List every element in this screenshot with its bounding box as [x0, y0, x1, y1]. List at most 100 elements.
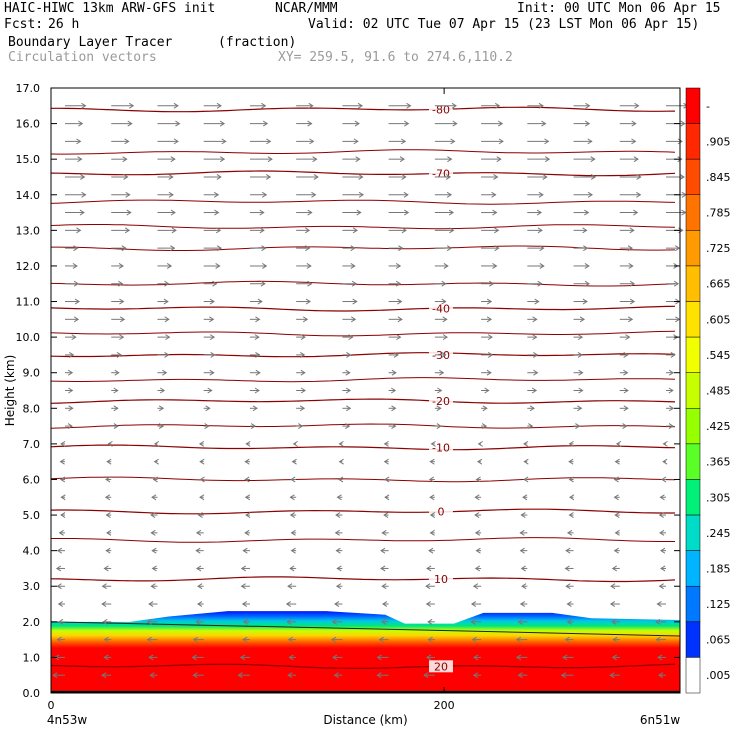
- circulation-vector-head: [168, 191, 174, 198]
- circulation-vector-head: [494, 227, 500, 234]
- circulation-vector-head: [58, 618, 64, 625]
- terrain-line: [51, 690, 680, 693]
- circulation-vector-head: [73, 316, 80, 323]
- circulation-vector-head: [59, 476, 66, 483]
- circulation-vector-head: [300, 351, 306, 358]
- y-tick-label: 3.0: [23, 580, 41, 593]
- circulation-vector-head: [355, 156, 361, 163]
- circulation-vector-head: [519, 547, 525, 554]
- colorbar-label: .425: [706, 420, 731, 433]
- x-start-location: 4n53w: [47, 713, 88, 727]
- circulation-vector-head: [482, 405, 488, 412]
- circulation-vector-head: [60, 494, 66, 501]
- circulation-vector-head: [76, 227, 82, 234]
- circulation-vector-head: [397, 316, 403, 323]
- circulation-vector-head: [582, 227, 588, 234]
- circulation-vector-head: [497, 120, 504, 127]
- circulation-vector-head: [528, 423, 534, 430]
- circulation-vector-head: [612, 636, 618, 643]
- circulation-vector-head: [71, 334, 77, 341]
- y-tick-label: 0.0: [23, 687, 41, 700]
- plot-frame: [50, 87, 681, 694]
- circulation-vector-head: [520, 565, 526, 572]
- circulation-vector-head: [565, 583, 571, 590]
- circulation-vector-head: [629, 298, 636, 305]
- circulation-vector-head: [164, 316, 170, 323]
- colorbar-label: .065: [706, 634, 731, 647]
- circulation-vector-head: [358, 174, 364, 180]
- circulation-vector-head: [383, 512, 389, 518]
- circulation-vector-head: [578, 387, 584, 394]
- circulation-vector-head: [395, 263, 402, 269]
- circulation-vector-head: [68, 405, 74, 412]
- colorbar-segment: [685, 194, 701, 231]
- circulation-vector-head: [614, 458, 620, 465]
- circulation-vector-head: [470, 601, 477, 607]
- circulation-vector-head: [101, 672, 107, 679]
- circulation-vector-head: [400, 138, 407, 145]
- temperature-contour: [50, 444, 676, 451]
- circulation-vector-head: [56, 636, 62, 643]
- circulation-vector-head: [529, 405, 535, 412]
- circulation-vector-head: [656, 601, 662, 607]
- circulation-vector-head: [255, 369, 261, 376]
- contour-label: 10: [434, 573, 448, 586]
- circulation-vector-head: [158, 423, 165, 430]
- circulation-vector-head: [146, 636, 152, 643]
- y-tick-label: 7.0: [23, 438, 41, 451]
- circulation-vector-head: [681, 209, 687, 216]
- circulation-vector-head: [252, 405, 258, 412]
- circulation-vector-head: [309, 138, 315, 145]
- circulation-vector-head: [197, 512, 203, 518]
- circulation-vector-head: [584, 209, 590, 216]
- circulation-vector-head: [476, 458, 483, 465]
- circulation-vector-head: [113, 387, 119, 394]
- circulation-vector-head: [352, 298, 358, 305]
- circulation-vector-head: [627, 316, 634, 323]
- circulation-vector-head: [636, 191, 642, 198]
- circulation-vector-head: [425, 601, 431, 607]
- circulation-vector-head: [544, 138, 550, 145]
- circulation-vector-head: [207, 387, 213, 394]
- circulation-vector-head: [333, 672, 339, 679]
- circulation-vector-head: [584, 120, 591, 127]
- circulation-vector-head: [216, 102, 222, 109]
- circulation-vector-head: [338, 440, 344, 447]
- circulation-vector-head: [244, 458, 250, 465]
- temperature-contour: [50, 508, 675, 515]
- circulation-vector-head: [590, 174, 597, 180]
- circulation-vector-head: [566, 601, 572, 607]
- circulation-vector-head: [393, 351, 399, 358]
- circulation-vector-head: [106, 529, 112, 536]
- circulation-vector-head: [668, 405, 675, 412]
- tracer-field: [51, 611, 680, 693]
- circulation-vector-head: [391, 423, 397, 430]
- y-tick-label: 5.0: [23, 509, 41, 522]
- circulation-vector-head: [126, 209, 132, 216]
- circulation-vector-head: [166, 263, 173, 269]
- y-tick-label: 16.0: [16, 118, 41, 131]
- circulation-vector-head: [449, 227, 455, 234]
- header-vectors: Circulation vectors: [8, 50, 157, 65]
- circulation-vector-head: [334, 601, 340, 607]
- y-tick-label: 10.0: [16, 331, 41, 344]
- circulation-vector-head: [241, 601, 248, 607]
- circulation-vector-head: [380, 565, 386, 572]
- circulation-vector-head: [348, 334, 354, 341]
- circulation-vector-head: [674, 245, 681, 252]
- circulation-vector-head: [429, 529, 435, 536]
- circulation-vector-head: [124, 227, 131, 234]
- circulation-vector-head: [577, 405, 583, 412]
- circulation-vector-head: [60, 512, 66, 518]
- circulation-vector-head: [330, 636, 337, 643]
- header-fcst-label: Fcst:: [4, 17, 44, 32]
- x-tick-label: 200: [434, 699, 455, 712]
- circulation-vector-head: [335, 512, 341, 518]
- circulation-vector-head: [332, 654, 338, 661]
- circulation-vector-head: [391, 405, 397, 412]
- circulation-vector-head: [627, 245, 634, 252]
- circulation-vector-head: [152, 476, 158, 483]
- circulation-vector-head: [287, 636, 293, 643]
- circulation-vector-head: [257, 298, 263, 305]
- circulation-vector-head: [287, 672, 293, 679]
